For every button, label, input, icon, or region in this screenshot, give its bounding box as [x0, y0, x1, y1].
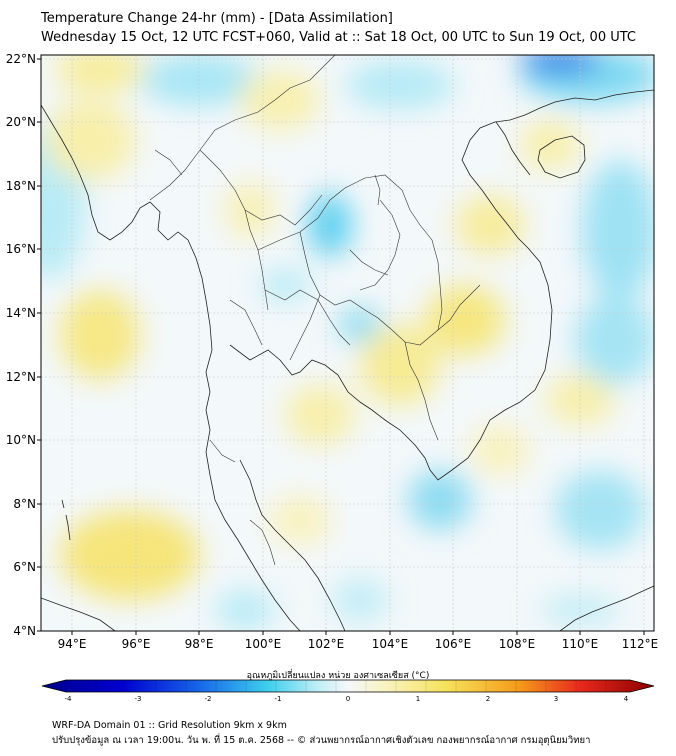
colorbar-tick: 1	[416, 695, 420, 703]
lon-label: 112°E	[622, 637, 659, 651]
colorbar-tick: -1	[275, 695, 282, 703]
lat-label: 14°N	[6, 306, 36, 320]
colorbar-tick: 3	[554, 695, 558, 703]
lat-label: 10°N	[6, 433, 36, 447]
footer-info: WRF-DA Domain 01 :: Grid Resolution 9km …	[52, 720, 287, 731]
temperature-field	[41, 55, 654, 631]
tick-marks	[37, 58, 645, 635]
lon-label: 96°E	[122, 637, 151, 651]
lon-label: 98°E	[185, 637, 214, 651]
lat-label: 4°N	[13, 624, 36, 638]
map-title: Temperature Change 24-hr (mm) - [Data As…	[41, 11, 393, 26]
map-frame	[40, 54, 655, 632]
lat-label: 18°N	[6, 179, 36, 193]
lat-label: 20°N	[6, 115, 36, 129]
graticule	[41, 55, 654, 631]
lat-label: 8°N	[13, 497, 36, 511]
coastlines	[41, 89, 654, 631]
lon-label: 108°E	[499, 637, 536, 651]
colorbar-tick: -4	[65, 695, 73, 703]
colorbar-tick: -2	[205, 695, 212, 703]
footer-credit: ปรับปรุงข้อมูล ณ เวลา 19:00น. วัน พ. ที่…	[52, 735, 591, 746]
colorbar-tick: 0	[346, 695, 350, 703]
colorbar-tick: 2	[486, 695, 490, 703]
colorbar-tick: 4	[624, 695, 629, 703]
lon-label: 94°E	[58, 637, 87, 651]
lon-label: 104°E	[372, 637, 409, 651]
lon-label: 102°E	[308, 637, 345, 651]
lat-label: 12°N	[6, 370, 36, 384]
map-subtitle: Wednesday 15 Oct, 12 UTC FCST+060, Valid…	[41, 30, 637, 45]
lon-label: 106°E	[435, 637, 472, 651]
lon-label: 100°E	[245, 637, 282, 651]
lat-label: 6°N	[13, 560, 36, 574]
lat-label: 22°N	[6, 52, 36, 66]
lat-label: 16°N	[6, 242, 36, 256]
colorbar: -4 -3 -2 -1 0 1 2 3 4	[41, 679, 655, 703]
admin-borders	[149, 55, 481, 566]
colorbar-tick: -3	[135, 695, 142, 703]
lon-label: 110°E	[562, 637, 599, 651]
colorbar-title: อุณหภูมิเปลี่ยนแปลง หน่วย องศาเซลเซียส (…	[246, 671, 430, 681]
